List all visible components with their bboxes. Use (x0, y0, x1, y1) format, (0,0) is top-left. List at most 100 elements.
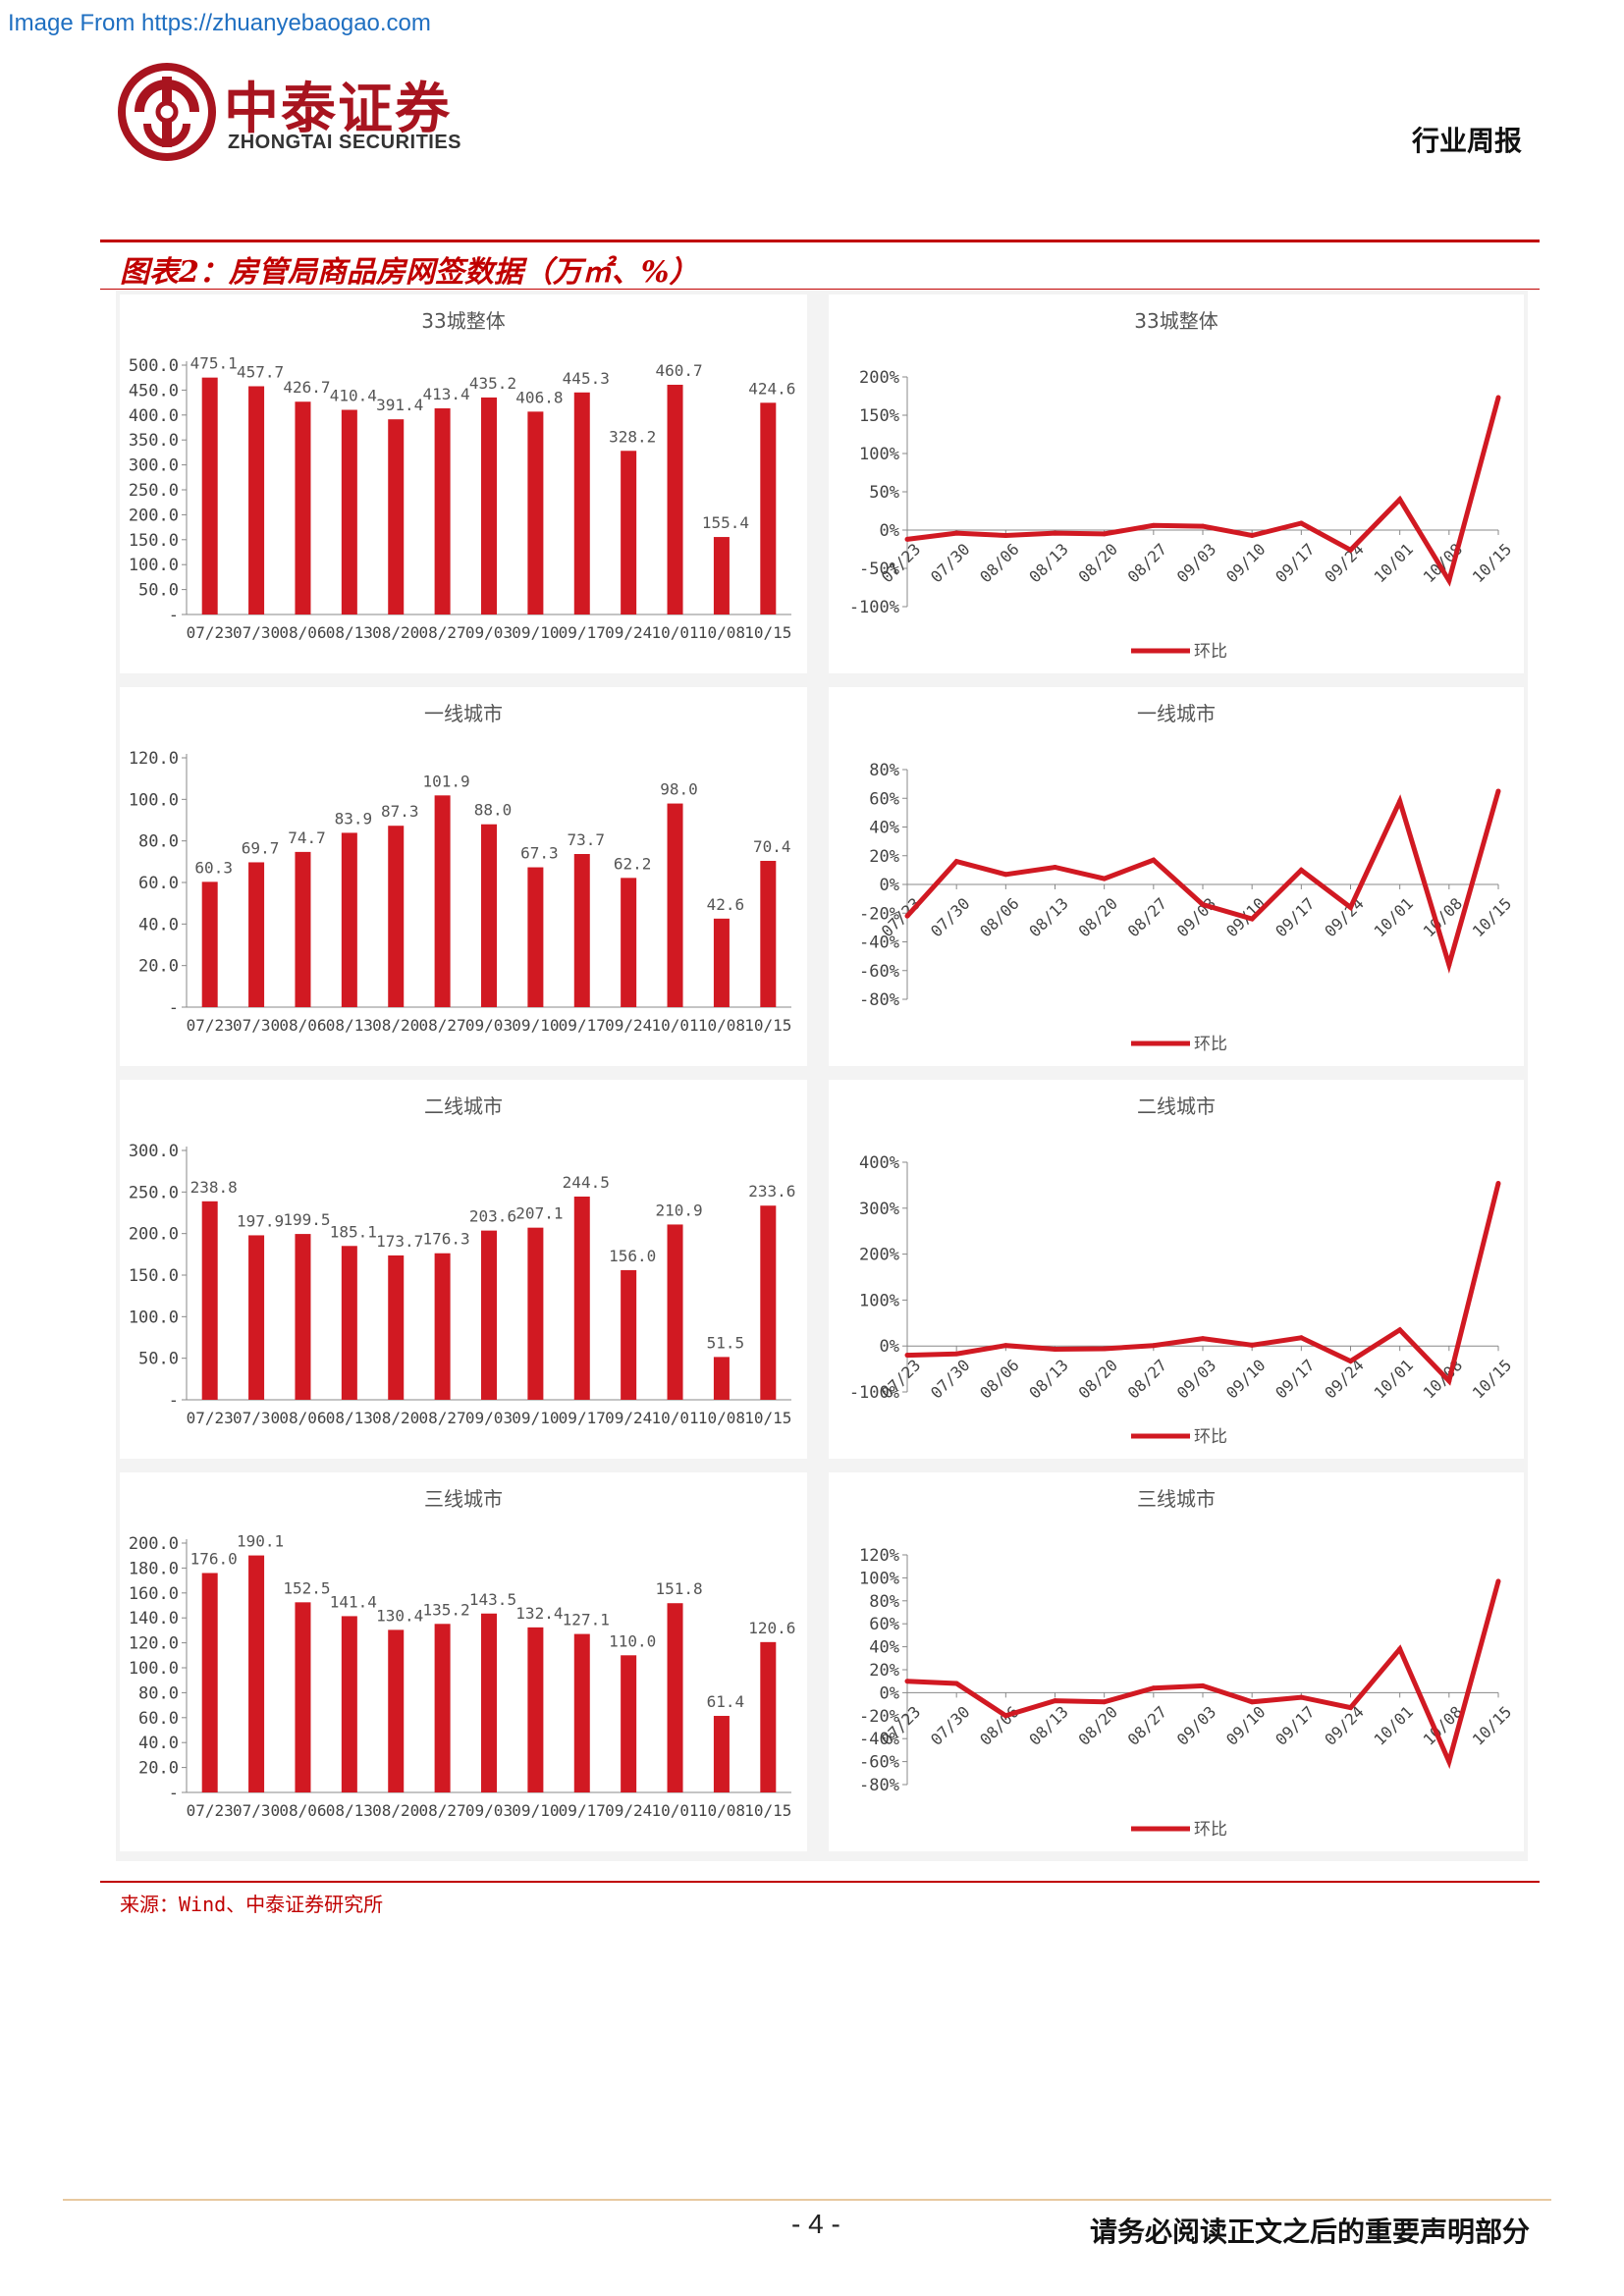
bar-value-label: 410.4 (330, 387, 377, 405)
y-tick-label: 0% (880, 521, 899, 541)
bar-09-24 (621, 1269, 637, 1400)
x-tick-label: 08/06 (279, 1801, 326, 1820)
data-point (1053, 530, 1057, 536)
y-tick-label: 40% (869, 1638, 899, 1658)
bar-09-10 (527, 1627, 544, 1792)
x-tick-label: 07/23 (187, 1801, 234, 1820)
x-tick-label: 08/27 (419, 1801, 466, 1820)
bar-value-label: 203.6 (469, 1207, 516, 1226)
y-tick-label: 500.0 (129, 356, 179, 376)
data-point (1298, 867, 1304, 873)
x-tick-label: 09/17 (559, 1801, 606, 1820)
data-point (1446, 1378, 1452, 1384)
data-point (1102, 876, 1108, 881)
data-point (1200, 1336, 1206, 1342)
chart-panel-tier3-change: 三线城市 120% 100% 80% 60% 40% 20% 0% -20% -40% -60% -8… (829, 1472, 1524, 1851)
x-tick-label: 10/01 (1370, 1702, 1416, 1748)
y-tick-label: 100% (859, 1291, 899, 1310)
x-tick-label: 08/06 (279, 1016, 326, 1035)
data-point (1200, 1682, 1206, 1688)
x-tick-label: 08/06 (279, 1409, 326, 1427)
bar-value-label: 70.4 (753, 837, 791, 856)
x-tick-label: 09/24 (605, 1801, 652, 1820)
figure-source-note: 来源：Wind、中泰证券研究所 (120, 1893, 384, 1916)
bar-09-17 (573, 392, 590, 614)
y-tick-label: 160.0 (129, 1584, 179, 1604)
data-point (1446, 577, 1452, 583)
x-tick-label: 10/15 (744, 1016, 791, 1035)
x-tick-label: 10/01 (651, 1801, 698, 1820)
x-tick-label: 08/20 (1074, 1356, 1120, 1402)
x-tick-label: 09/24 (1321, 1702, 1367, 1748)
data-point (1495, 395, 1501, 400)
x-tick-label: 07/30 (927, 894, 973, 940)
data-point (1102, 531, 1108, 537)
y-tick-label: 80% (869, 1592, 899, 1612)
x-tick-label: 08/20 (1074, 1702, 1120, 1748)
data-point (1151, 1685, 1157, 1691)
bar-07-23 (201, 881, 218, 1007)
x-tick-label: 10/08 (698, 1409, 745, 1427)
bar-09-03 (481, 397, 497, 614)
y-tick-label: 200.0 (129, 506, 179, 525)
y-tick-label: 80.0 (138, 832, 179, 852)
data-point (904, 1679, 910, 1684)
bar-07-30 (248, 386, 265, 614)
y-tick-label: 40.0 (138, 1734, 179, 1753)
chart-title: 一线城市 (424, 702, 503, 725)
y-tick-label: 300% (859, 1200, 899, 1219)
bar-value-label: 391.4 (376, 396, 423, 414)
source-rule (100, 1881, 1540, 1883)
x-tick-label: 08/13 (1025, 1356, 1071, 1402)
y-tick-label: 120.0 (129, 749, 179, 769)
y-tick-label: - (169, 606, 179, 625)
chart-panel-33-city-change: 33城整体 200% 150% 100% 50% 0% -50% -100% 07/23 07/3… (829, 294, 1524, 673)
data-point (1397, 1646, 1403, 1652)
x-tick-label: 09/17 (559, 623, 606, 642)
x-tick-label: 09/10 (1222, 1702, 1269, 1748)
data-point (1151, 1343, 1157, 1349)
bar-08-20 (388, 1629, 405, 1792)
bar-10-01 (667, 384, 683, 614)
x-tick-label: 09/03 (465, 1409, 513, 1427)
y-tick-label: 80.0 (138, 1683, 179, 1703)
bar-08-06 (295, 851, 311, 1007)
bar-10-01 (667, 1224, 683, 1400)
bar-value-label: 155.4 (702, 513, 749, 532)
chart-panel-tier2-change: 二线城市 400% 300% 200% 100% 0% -100% 07/23 07/30 08/… (829, 1080, 1524, 1459)
data-point (1298, 1335, 1304, 1341)
x-tick-label: 08/27 (419, 623, 466, 642)
y-tick-label: - (169, 1391, 179, 1411)
bar-value-label: 460.7 (655, 361, 702, 380)
x-tick-label: 07/30 (927, 540, 973, 586)
bar-value-label: 127.1 (563, 1611, 610, 1629)
source-watermark[interactable]: Image From https://zhuanyebaogao.com (8, 10, 431, 36)
y-tick-label: - (169, 1784, 179, 1803)
chart-panel-tier2-volume: 二线城市 300.0 250.0 200.0 150.0 100.0 50.0 - 238.8 0… (120, 1080, 807, 1459)
x-tick-label: 09/24 (605, 1016, 652, 1035)
chart-panel-tier1-change: 一线城市 80% 60% 40% 20% 0% -20% -40% -60% -80% 07/23 0… (829, 687, 1524, 1066)
bar-10-01 (667, 1603, 683, 1792)
figure-title: 图表2：房管局商品房网签数据（万㎡、%） (120, 255, 699, 290)
chart-title: 一线城市 (1137, 702, 1216, 725)
y-tick-label: 100% (859, 445, 899, 464)
bar-value-label: 176.3 (423, 1230, 470, 1249)
bar-07-30 (248, 1555, 265, 1792)
y-tick-label: 450.0 (129, 381, 179, 400)
x-tick-label: 08/20 (1074, 540, 1120, 586)
data-point (1002, 1713, 1008, 1719)
x-tick-label: 10/01 (1370, 540, 1416, 586)
y-tick-label: -60% (859, 1753, 899, 1773)
y-tick-label: 60% (869, 1615, 899, 1634)
chart-title: 33城整体 (421, 309, 505, 333)
bar-value-label: 98.0 (660, 780, 698, 799)
x-tick-label: 10/15 (1469, 894, 1515, 940)
y-tick-label: -50% (859, 560, 899, 579)
data-point (1151, 522, 1157, 528)
bar-value-label: 156.0 (609, 1247, 656, 1265)
report-type-label: 行业周报 (1411, 125, 1522, 157)
title-rule-bottom (100, 289, 1540, 290)
bar-08-13 (341, 832, 357, 1007)
x-tick-label: 09/10 (1222, 1356, 1269, 1402)
